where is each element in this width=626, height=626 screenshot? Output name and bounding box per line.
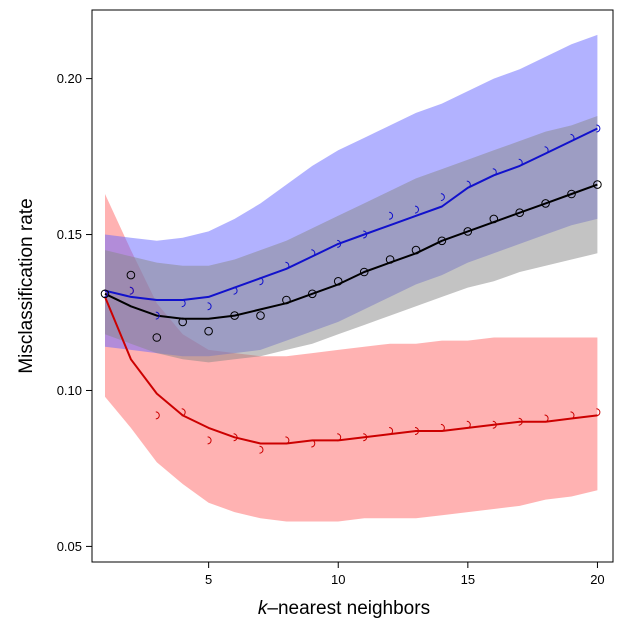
fit-line-1 [104, 127, 598, 301]
data-point-2-4 [204, 326, 213, 336]
data-point-2-15 [489, 214, 499, 224]
data-point-1-18 [570, 133, 575, 142]
x-axis-title: k–nearest neighbors [258, 598, 430, 619]
data-point-2-3 [178, 317, 187, 327]
fit-line-0 [104, 296, 598, 445]
data-point-1-5 [233, 286, 238, 295]
confidence-band-0 [105, 194, 598, 522]
data-point-1-15 [492, 168, 497, 177]
data-point-1-14 [466, 180, 471, 189]
data-point-1-11 [389, 211, 394, 220]
x-tick-label-2: 15 [461, 572, 475, 587]
data-point-0-9 [337, 433, 342, 442]
data-point-2-12 [411, 245, 421, 255]
data-point-1-12 [414, 205, 419, 214]
data-point-1-9 [337, 239, 342, 248]
data-point-2-13 [437, 236, 447, 246]
data-point-0-8 [311, 439, 316, 448]
data-point-0-16 [518, 417, 523, 426]
x-tick-label-0: 5 [205, 572, 212, 587]
x-tick-label-1: 10 [331, 572, 345, 587]
data-point-2-2 [152, 333, 162, 342]
data-point-1-7 [285, 261, 290, 270]
data-point-2-10 [359, 267, 369, 277]
data-point-1-13 [440, 193, 445, 202]
data-point-2-17 [541, 199, 550, 208]
data-point-0-4 [207, 436, 212, 445]
x-axis: 5 10 15 20 [205, 562, 605, 587]
data-point-2-1 [126, 270, 136, 280]
data-point-2-9 [333, 277, 343, 286]
data-point-0-6 [259, 445, 264, 454]
fit-lines [104, 127, 598, 445]
y-axis: 0.05 0.10 0.15 0.20 [57, 71, 92, 554]
fit-line-2 [104, 183, 598, 320]
data-point-0-11 [389, 427, 394, 435]
y-tick-label-3: 0.20 [57, 71, 82, 86]
x-axis-title-rest: –nearest neighbors [267, 598, 430, 619]
x-tick-label-3: 20 [590, 572, 604, 587]
data-point-0-5 [233, 433, 238, 442]
y-tick-label-0: 0.05 [57, 539, 82, 554]
data-point-2-8 [308, 289, 317, 299]
y-tick-label-2: 0.15 [57, 227, 82, 242]
data-point-0-7 [285, 436, 290, 445]
data-point-1-4 [207, 302, 212, 311]
data-point-1-19 [596, 124, 601, 133]
data-point-0-19 [596, 408, 601, 417]
data-point-2-11 [385, 255, 395, 264]
data-point-0-14 [466, 420, 471, 429]
data-point-1-17 [544, 146, 549, 155]
data-point-0-12 [414, 427, 419, 435]
data-point-0-2 [155, 411, 160, 420]
data-point-1-8 [311, 249, 316, 258]
plot-frame [91, 9, 614, 563]
data-point-2-5 [230, 311, 239, 320]
data-point-2-16 [515, 208, 525, 217]
data-point-1-2 [155, 311, 160, 320]
y-axis-title: Misclassification rate [16, 198, 37, 373]
data-point-0-3 [181, 408, 186, 417]
data-point-2-7 [282, 295, 291, 305]
data-point-1-16 [518, 158, 523, 167]
data-point-2-6 [256, 311, 265, 320]
y-tick-label-1: 0.10 [57, 383, 82, 398]
data-point-0-17 [544, 414, 549, 423]
data-point-2-18 [567, 189, 576, 199]
data-point-2-14 [463, 227, 473, 236]
data-point-0-15 [492, 420, 497, 429]
data-point-2-19 [593, 180, 602, 189]
data-point-1-3 [181, 299, 186, 308]
data-point-0-13 [440, 423, 445, 432]
data-point-0-18 [570, 411, 575, 420]
data-point-0-10 [363, 433, 368, 442]
data-point-1-10 [363, 230, 368, 239]
data-points [100, 124, 602, 454]
data-point-2-0 [100, 289, 110, 299]
data-point-1-6 [259, 277, 264, 286]
x-axis-title-k: k [258, 598, 269, 619]
data-point-1-1 [129, 286, 134, 295]
